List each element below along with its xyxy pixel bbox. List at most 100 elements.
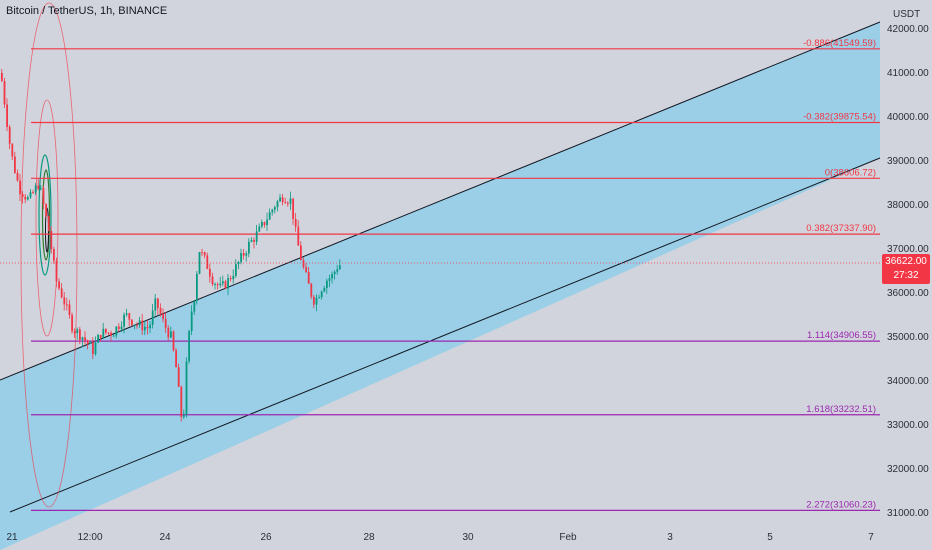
candle-body[interactable] [266, 219, 268, 226]
candle-body[interactable] [235, 264, 237, 276]
candle-body[interactable] [253, 239, 255, 242]
candle-body[interactable] [73, 331, 76, 334]
candle-body[interactable] [289, 198, 292, 204]
candle-body[interactable] [24, 196, 27, 200]
candle-body[interactable] [50, 230, 53, 249]
candle-body[interactable] [271, 209, 274, 213]
fib-circle-green-inner[interactable] [41, 169, 51, 261]
candle-body[interactable] [146, 326, 149, 329]
candle-body[interactable] [151, 310, 154, 325]
candle-body[interactable] [60, 288, 63, 298]
channel-lower-line[interactable] [9, 157, 881, 513]
channel-upper-line[interactable] [0, 21, 881, 381]
candle-body[interactable] [19, 180, 21, 195]
candle-body[interactable] [219, 283, 222, 286]
candle-body[interactable] [159, 307, 162, 314]
candle-body[interactable] [305, 267, 307, 273]
candle-body[interactable] [261, 222, 263, 227]
candle-body[interactable] [209, 268, 211, 277]
candle-body[interactable] [14, 156, 16, 173]
candle-body[interactable] [211, 276, 214, 285]
candle-body[interactable] [3, 81, 6, 105]
candle-body[interactable] [250, 239, 253, 242]
candle-body[interactable] [8, 126, 11, 144]
candle-body[interactable] [203, 252, 206, 256]
candle-body[interactable] [162, 313, 164, 319]
candle-body[interactable] [196, 273, 198, 302]
candle-body[interactable] [27, 197, 29, 200]
candle-body[interactable] [55, 260, 58, 282]
candle-body[interactable] [183, 414, 185, 417]
candle-body[interactable] [63, 297, 66, 305]
candle-body[interactable] [167, 327, 170, 338]
candle-body[interactable] [248, 241, 250, 254]
candle-body[interactable] [68, 304, 71, 315]
candle-body[interactable] [222, 281, 224, 284]
fib-circle-middle[interactable] [35, 99, 59, 337]
candle-body[interactable] [331, 274, 333, 279]
candle-body[interactable] [45, 204, 47, 217]
candle-body[interactable] [281, 197, 284, 203]
candle-body[interactable] [180, 386, 183, 417]
candle-body[interactable] [313, 296, 315, 305]
candle-body[interactable] [227, 278, 229, 289]
candle-body[interactable] [224, 281, 227, 289]
candle-body[interactable] [232, 275, 235, 280]
candle-body[interactable] [274, 207, 276, 210]
candle-body[interactable] [84, 337, 86, 341]
candle-body[interactable] [133, 324, 136, 326]
candle-body[interactable] [1, 73, 3, 82]
candle-body[interactable] [107, 332, 110, 334]
candle-body[interactable] [279, 197, 281, 202]
candle-body[interactable] [102, 328, 105, 338]
candle-body[interactable] [157, 298, 159, 308]
candle-body[interactable] [86, 340, 89, 344]
candle-body[interactable] [268, 212, 271, 220]
candle-body[interactable] [300, 245, 302, 260]
candle-body[interactable] [34, 185, 37, 193]
candle-body[interactable] [297, 226, 300, 246]
fib-circle-green-outer[interactable] [38, 154, 52, 276]
candle-body[interactable] [149, 324, 151, 329]
candle-body[interactable] [164, 318, 167, 328]
candle-body[interactable] [47, 216, 50, 231]
candle-body[interactable] [326, 280, 328, 289]
candle-body[interactable] [336, 269, 339, 272]
candle-body[interactable] [123, 314, 125, 327]
candle-body[interactable] [125, 313, 128, 315]
candle-body[interactable] [71, 314, 73, 332]
candle-body[interactable] [328, 278, 331, 281]
candle-body[interactable] [110, 332, 112, 336]
candle-body[interactable] [255, 231, 258, 242]
candle-body[interactable] [170, 331, 172, 338]
candle-body[interactable] [302, 259, 305, 268]
candle-body[interactable] [53, 248, 55, 261]
candle-body[interactable] [201, 252, 203, 254]
candle-body[interactable] [216, 283, 219, 286]
candlestick-series[interactable] [1, 69, 341, 422]
candle-body[interactable] [40, 188, 42, 190]
candle-body[interactable] [131, 319, 133, 326]
candle-body[interactable] [185, 361, 188, 415]
candle-body[interactable] [307, 272, 310, 284]
candle-body[interactable] [190, 311, 193, 332]
candle-body[interactable] [105, 328, 107, 333]
candle-body[interactable] [141, 320, 144, 331]
fib-circle-outer[interactable] [20, 2, 78, 508]
candle-body[interactable] [89, 342, 92, 344]
candle-body[interactable] [294, 218, 297, 227]
candle-body[interactable] [240, 253, 242, 262]
candle-body[interactable] [66, 304, 68, 306]
candle-body[interactable] [29, 192, 32, 198]
price-scale[interactable]: USDT 42000.00 41000.00 40000.00 39000.00 380… [887, 9, 929, 519]
candle-body[interactable] [115, 326, 118, 336]
candle-body[interactable] [292, 198, 294, 219]
candle-body[interactable] [318, 297, 320, 299]
candle-body[interactable] [97, 334, 99, 343]
candle-body[interactable] [32, 192, 34, 194]
candle-body[interactable] [323, 288, 326, 292]
candle-body[interactable] [58, 281, 60, 289]
candle-body[interactable] [177, 367, 180, 387]
candle-body[interactable] [175, 350, 177, 368]
